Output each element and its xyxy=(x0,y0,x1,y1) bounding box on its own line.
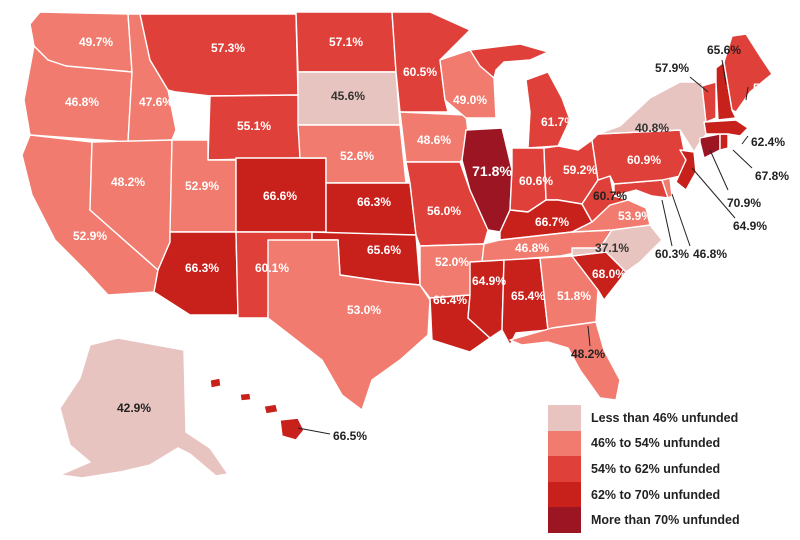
label-ne: 52.6% xyxy=(340,149,374,163)
label-ak: 42.9% xyxy=(117,401,151,415)
hawaii-islands xyxy=(209,377,305,441)
label-ma: 62.4% xyxy=(751,135,785,149)
legend-item: 62% to 70% unfunded xyxy=(548,481,788,508)
state-ct xyxy=(699,133,721,159)
label-me: 58.7% xyxy=(753,81,787,95)
state-mt xyxy=(139,13,299,97)
label-de: 46.8% xyxy=(693,247,727,261)
legend-label: 46% to 54% unfunded xyxy=(591,436,721,451)
legend-item: Less than 46% unfunded xyxy=(548,405,788,431)
label-nc: 37.1% xyxy=(595,241,629,255)
label-id: 47.6% xyxy=(139,95,173,109)
state-ks xyxy=(325,182,417,236)
label-ga: 51.8% xyxy=(557,289,591,303)
label-ms: 64.9% xyxy=(472,274,506,288)
label-nm: 60.1% xyxy=(255,261,289,275)
label-ok: 65.6% xyxy=(367,243,401,257)
label-mi: 61.7% xyxy=(541,115,575,129)
state-fl xyxy=(509,321,621,401)
label-nj: 64.9% xyxy=(733,219,767,233)
label-wy: 55.1% xyxy=(237,119,271,133)
state-ri xyxy=(719,133,729,151)
label-tn: 46.8% xyxy=(515,241,549,255)
label-nv: 48.2% xyxy=(111,175,145,189)
label-oh: 59.2% xyxy=(563,163,597,177)
label-nh: 65.6% xyxy=(707,43,741,57)
state-vt xyxy=(701,81,717,123)
label-nd: 57.1% xyxy=(329,35,363,49)
label-ut: 52.9% xyxy=(185,179,219,193)
legend-label: 54% to 62% unfunded xyxy=(591,461,721,476)
state-hi xyxy=(279,417,305,441)
label-ct: 70.9% xyxy=(727,196,761,210)
label-la: 66.4% xyxy=(433,293,467,307)
legend-swatch xyxy=(548,456,581,482)
label-wv: 60.7% xyxy=(593,189,627,203)
label-tx: 53.0% xyxy=(347,303,381,317)
label-ks: 66.3% xyxy=(357,195,391,209)
label-wa: 49.7% xyxy=(79,35,113,49)
legend-swatch xyxy=(548,507,581,533)
legend: Less than 46% unfunded 46% to 54% unfund… xyxy=(548,405,788,533)
label-al: 65.4% xyxy=(511,289,545,303)
label-pa: 60.9% xyxy=(627,153,661,167)
label-az: 66.3% xyxy=(185,261,219,275)
label-vt: 57.9% xyxy=(655,61,689,75)
label-mo: 56.0% xyxy=(427,204,461,218)
state-ma xyxy=(703,119,749,137)
label-ny: 40.8% xyxy=(635,121,669,135)
legend-item: More than 70% unfunded xyxy=(548,507,788,533)
legend-item: 46% to 54% unfunded xyxy=(548,430,788,457)
state-hi-oahu xyxy=(239,392,252,402)
label-md: 60.3% xyxy=(655,247,689,261)
legend-item: 54% to 62% unfunded xyxy=(548,456,788,482)
legend-swatch xyxy=(548,405,581,431)
label-ca: 52.9% xyxy=(73,229,107,243)
label-or: 46.8% xyxy=(65,95,99,109)
label-in: 60.6% xyxy=(519,174,553,188)
label-mt: 57.3% xyxy=(211,41,245,55)
state-mi-lower xyxy=(525,71,571,149)
label-va: 53.9% xyxy=(618,209,652,223)
legend-label: Less than 46% unfunded xyxy=(591,410,739,425)
label-il: 71.8% xyxy=(472,163,512,179)
legend-swatch xyxy=(548,481,581,508)
state-hi-kauai xyxy=(209,377,222,389)
label-mn: 60.5% xyxy=(403,65,437,79)
label-ia: 48.6% xyxy=(417,133,451,147)
label-ar: 52.0% xyxy=(435,255,469,269)
legend-label: 62% to 70% unfunded xyxy=(591,487,721,502)
state-nc xyxy=(571,224,663,273)
label-ky: 66.7% xyxy=(535,215,569,229)
label-fl: 48.2% xyxy=(571,347,605,361)
label-co: 66.6% xyxy=(263,189,297,203)
label-hi: 66.5% xyxy=(333,429,367,443)
label-ri: 67.8% xyxy=(755,169,789,183)
state-tx xyxy=(267,239,431,411)
leader-lines xyxy=(297,59,753,435)
label-wi: 49.0% xyxy=(453,93,487,107)
legend-swatch xyxy=(548,430,581,457)
state-ak xyxy=(59,337,229,479)
state-mi xyxy=(469,43,549,79)
state-me xyxy=(723,33,773,113)
legend-label: More than 70% unfunded xyxy=(591,513,740,528)
state-hi-maui xyxy=(263,403,279,415)
label-sc: 68.0% xyxy=(592,267,626,281)
label-sd: 45.6% xyxy=(331,89,365,103)
